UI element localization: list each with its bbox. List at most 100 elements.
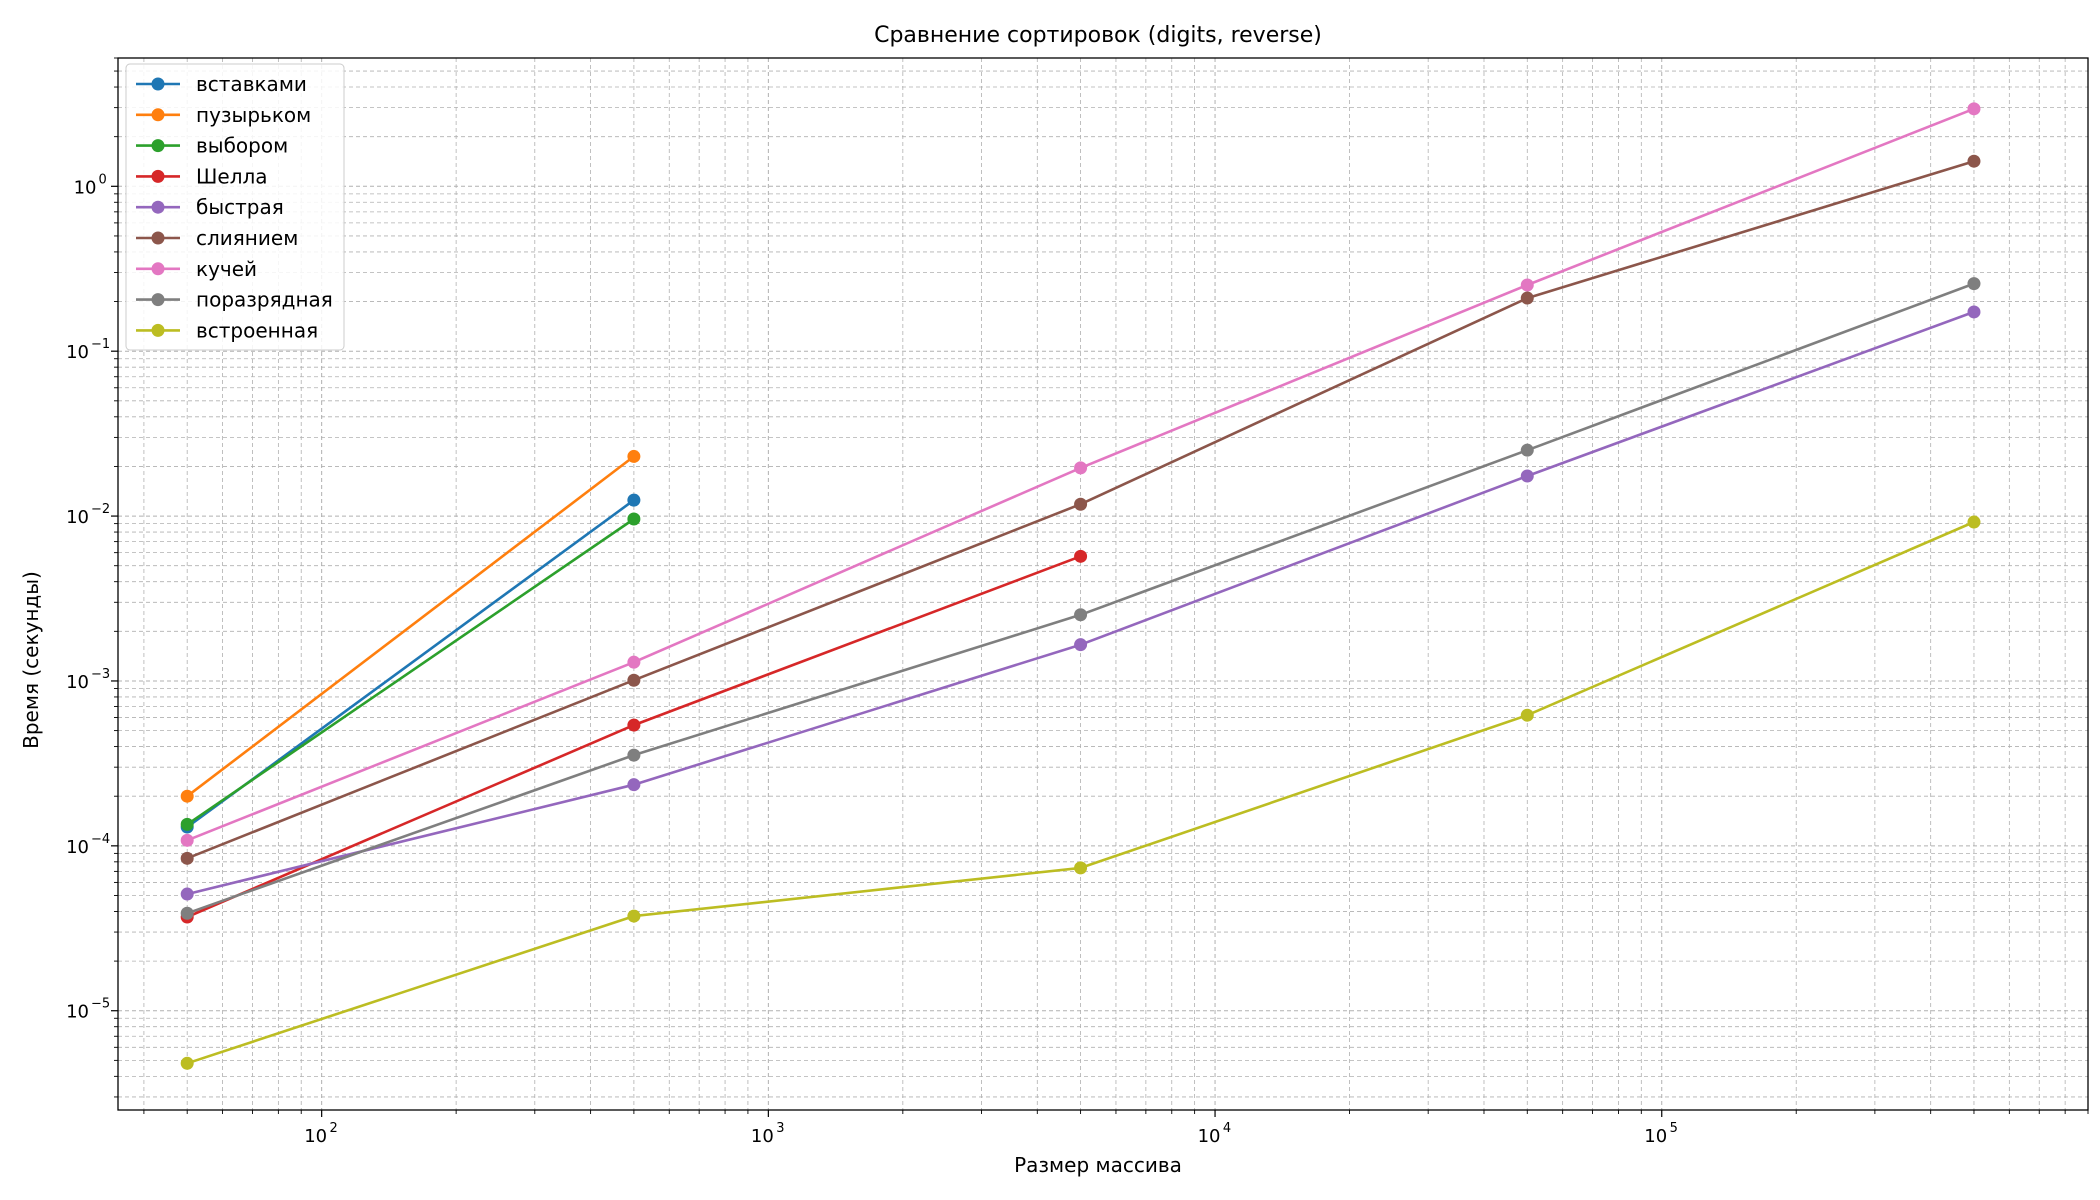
data-point — [1074, 638, 1088, 652]
legend-item: вставками — [136, 72, 307, 96]
legend-swatch-marker — [151, 108, 165, 122]
data-point — [1074, 549, 1088, 563]
data-point — [627, 909, 641, 923]
data-point — [627, 655, 641, 669]
y-tick-label-exponent: −4 — [91, 832, 110, 847]
x-tick-label: 10 — [751, 1126, 774, 1147]
x-tick-label: 10 — [1644, 1126, 1667, 1147]
legend-swatch-marker — [151, 200, 165, 214]
y-tick-label: 10 — [66, 342, 89, 363]
chart-title: Сравнение сортировок (digits, reverse) — [874, 23, 1322, 48]
data-point — [627, 493, 641, 507]
legend-label: поразрядная — [196, 288, 333, 312]
y-tick-label-exponent: −2 — [91, 502, 110, 517]
data-point — [627, 512, 641, 526]
legend-swatch-marker — [151, 323, 165, 337]
legend-swatch-marker — [151, 169, 165, 183]
x-tick-label-exponent: 2 — [330, 1121, 338, 1136]
legend-item: встроенная — [136, 318, 318, 342]
data-point — [1520, 278, 1534, 292]
plot-area — [111, 57, 2089, 1117]
legend-item: выбором — [136, 134, 288, 158]
data-point — [1967, 305, 1981, 319]
data-point — [1074, 608, 1088, 622]
data-point — [1520, 291, 1534, 305]
legend-swatch-marker — [151, 139, 165, 153]
data-point — [180, 851, 194, 865]
legend-item: поразрядная — [136, 288, 333, 312]
y-tick-label-exponent: 0 — [99, 172, 107, 187]
legend-label: кучей — [196, 257, 257, 281]
x-tick-label-exponent: 3 — [776, 1121, 784, 1136]
y-tick-label: 10 — [66, 837, 89, 858]
data-point — [180, 887, 194, 901]
y-tick-label-exponent: −3 — [91, 667, 110, 682]
data-point — [1520, 708, 1534, 722]
series-line — [186, 517, 635, 826]
data-point — [1967, 515, 1981, 529]
series-6 — [180, 154, 1981, 865]
data-point — [1967, 102, 1981, 116]
major-grid — [118, 58, 2088, 1110]
legend-swatch-marker — [151, 262, 165, 276]
legend-swatch-marker — [151, 231, 165, 245]
x-tick-label-exponent: 4 — [1223, 1121, 1231, 1136]
series-5 — [180, 305, 1981, 901]
x-tick-label: 10 — [304, 1126, 327, 1147]
data-point — [180, 1056, 194, 1070]
legend-item: кучей — [136, 257, 257, 281]
data-point — [627, 718, 641, 732]
legend-item: пузырьком — [136, 103, 311, 127]
legend-box — [125, 63, 345, 351]
data-point — [1074, 497, 1088, 511]
legend-item: слиянием — [136, 226, 298, 250]
data-point — [627, 449, 641, 463]
y-tick-label-exponent: −5 — [91, 997, 110, 1012]
series-layer — [180, 102, 1981, 1070]
data-point — [627, 748, 641, 762]
series-9 — [180, 515, 1981, 1070]
data-point — [1074, 861, 1088, 875]
legend-label: встроенная — [196, 318, 318, 342]
legend-label: Шелла — [196, 164, 268, 188]
legend-item: быстрая — [136, 195, 284, 219]
data-point — [1967, 277, 1981, 291]
data-point — [1520, 469, 1534, 483]
legend: вставками пузырьком выбором Шелла быстрая сли… — [125, 63, 345, 351]
x-tick-label: 10 — [1198, 1126, 1221, 1147]
data-point — [180, 906, 194, 920]
y-axis-label: Время (секунды) — [19, 571, 43, 749]
data-point — [627, 673, 641, 687]
data-point — [180, 833, 194, 847]
y-tick-label: 10 — [66, 672, 89, 693]
legend-label: пузырьком — [196, 103, 311, 127]
data-point — [627, 778, 641, 792]
y-tick-label: 10 — [66, 507, 89, 528]
legend-label: быстрая — [196, 195, 284, 219]
legend-label: слиянием — [196, 226, 298, 250]
data-point — [180, 817, 194, 831]
y-tick-label: 10 — [66, 1002, 89, 1023]
y-tick-label: 10 — [74, 177, 97, 198]
series-7 — [180, 102, 1981, 847]
legend-items: вставками пузырьком выбором Шелла быстрая сли… — [136, 72, 333, 342]
data-point — [1967, 154, 1981, 168]
series-3 — [180, 512, 641, 831]
series-8 — [180, 277, 1981, 920]
data-point — [180, 789, 194, 803]
legend-label: выбором — [196, 134, 288, 158]
legend-swatch-marker — [151, 77, 165, 91]
y-tick-label-exponent: −1 — [91, 337, 110, 352]
x-axis-tick-labels: 10 2 10 3 10 4 10 5 — [304, 1121, 1678, 1147]
x-tick-label-exponent: 5 — [1670, 1121, 1678, 1136]
series-line — [186, 455, 635, 798]
legend-item: Шелла — [136, 164, 268, 188]
legend-label: вставками — [196, 72, 307, 96]
axis-ticks — [111, 57, 2089, 1117]
data-point — [1074, 461, 1088, 475]
x-axis-label: Размер массива — [1014, 1153, 1182, 1177]
legend-swatch-marker — [151, 293, 165, 307]
